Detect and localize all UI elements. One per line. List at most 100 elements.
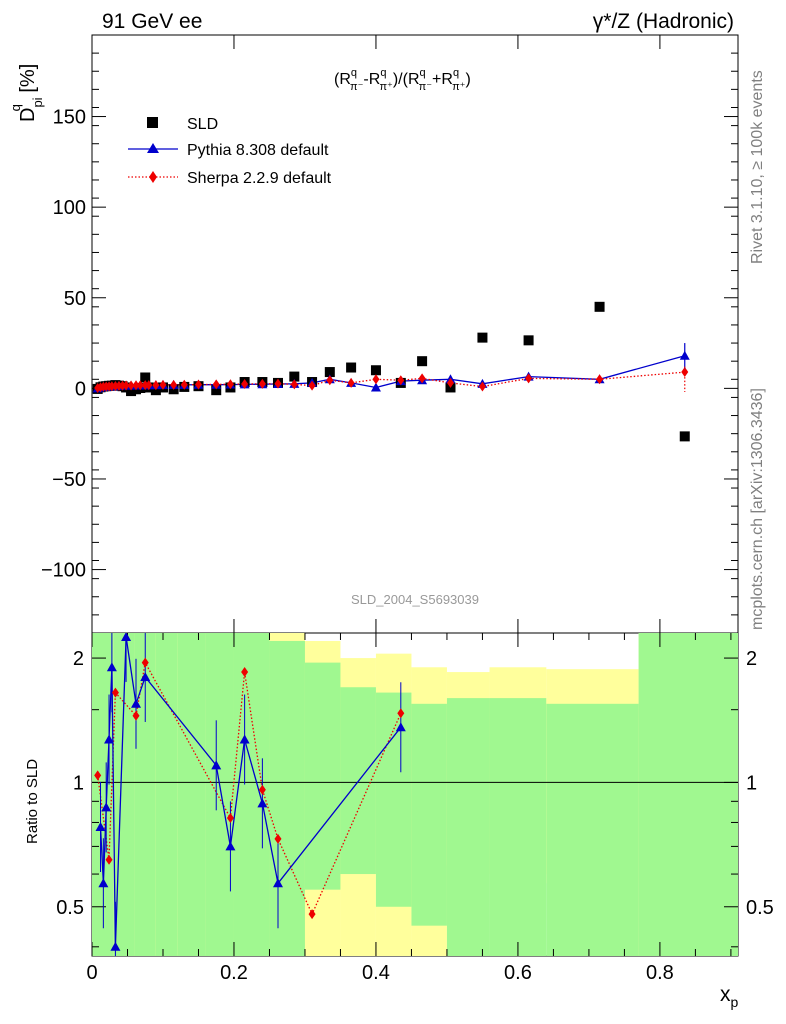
sherpa-point [170, 379, 178, 390]
sherpa-point [159, 379, 167, 390]
legend-sld-label: SLD [187, 116, 218, 133]
ratio-sherpa-point [141, 657, 149, 668]
ratio-x-tick-label: 0 [86, 962, 97, 984]
main-y-tick-label: 100 [53, 197, 86, 219]
ratio-pythia-point [272, 878, 283, 888]
sherpa-point [152, 380, 160, 391]
ratio-pythia-point [104, 734, 115, 744]
ratio-sherpa-point [132, 710, 140, 721]
sherpa-point [274, 378, 282, 389]
ratio-y-tick-label-right: 1 [746, 772, 757, 794]
band-inner [375, 692, 412, 907]
sld-point [594, 301, 605, 312]
ratio-pythia-point [98, 878, 109, 888]
ratio-pythia-point [131, 698, 142, 708]
sld-point [346, 362, 357, 373]
band-inner [134, 633, 156, 956]
ratio-y-tick-label: 0.5 [56, 897, 84, 919]
ratio-pythia-point [106, 662, 117, 672]
sherpa-point [136, 380, 144, 391]
sherpa-point [347, 377, 355, 388]
legend: SLD Pythia 8.308 default Sherpa 2.2.9 de… [128, 116, 332, 187]
sherpa-point [326, 375, 334, 386]
ratio-pythia-point [395, 722, 406, 732]
main-ylabel: Dpiq [%] [8, 64, 45, 122]
sherpa-point [525, 373, 533, 384]
sherpa-point [226, 379, 234, 390]
main-y-tick-label: −50 [52, 469, 86, 491]
sld-point [211, 385, 222, 396]
ratio-x-tick-label: 0.8 [646, 962, 674, 984]
sherpa-point [596, 374, 604, 385]
sherpa-point [141, 380, 149, 391]
sherpa-point [122, 380, 130, 391]
band-inner [113, 633, 135, 956]
sherpa-point [258, 378, 266, 389]
ratio-y-tick-label: 2 [73, 648, 84, 670]
sherpa-point [145, 380, 153, 391]
ratio-x-tick-label: 0.6 [504, 962, 532, 984]
legend-sld-marker [147, 117, 158, 128]
band-inner [489, 698, 547, 956]
ratio-sherpa-point [308, 909, 316, 920]
ratio-pythia-point [225, 841, 236, 851]
sld-point [679, 431, 690, 442]
sherpa-point [372, 374, 380, 385]
legend-pythia-marker [147, 143, 159, 153]
band-inner [638, 633, 738, 956]
sherpa-point [290, 379, 298, 390]
sherpa-point [194, 379, 202, 390]
ratio-pythia-point [140, 671, 151, 681]
sherpa-point [308, 380, 316, 391]
ratio-pythia-point [257, 798, 268, 808]
band-inner [546, 703, 639, 956]
sld-point [370, 365, 381, 376]
main-plot-series [92, 301, 690, 442]
ratio-x-tick-label: 0.2 [220, 962, 248, 984]
ratio-sherpa-point [258, 784, 266, 795]
ratio-series-group [94, 633, 406, 956]
sld-point [289, 371, 300, 382]
ratio-pythia-point [121, 633, 132, 641]
sld-point [523, 335, 534, 346]
legend-sherpa-marker [149, 171, 157, 183]
ratio-pythia-point [110, 941, 121, 951]
sherpa-point [212, 379, 220, 390]
ratio-pythia-point [211, 760, 222, 770]
ratio-y-tick-label-right: 2 [746, 648, 757, 670]
ratio-pythia-point [239, 734, 250, 744]
analysis-id: SLD_2004_S5693039 [351, 592, 479, 607]
ratio-y-tick-label-right: 0.5 [746, 897, 774, 919]
sld-point [477, 332, 488, 343]
band-inner [205, 633, 234, 956]
rivet-label: Rivet 3.1.10, ≥ 100k events [749, 70, 766, 264]
ratio-pythia-point [101, 802, 112, 812]
ratio-y-tick-label: 1 [73, 772, 84, 794]
main-y-tick-label: 0 [75, 378, 86, 400]
band-inner [304, 662, 341, 890]
main-y-tick-label: −100 [41, 560, 86, 582]
band-inner [155, 633, 178, 956]
ratio-sherpa-point [241, 667, 249, 678]
sherpa-point [418, 373, 426, 384]
legend-sherpa-label: Sherpa 2.2.9 default [187, 170, 332, 187]
band-inner [411, 703, 447, 926]
right-title: γ*/Z (Hadronic) [593, 10, 734, 33]
sherpa-point [681, 367, 689, 378]
ratio-sherpa-point [111, 687, 119, 698]
ratio-ylabel: Ratio to SLD [24, 759, 41, 844]
main-y-tick-label: 150 [53, 107, 86, 129]
ratio-plot-ticks: 0.5 0.5 1 1 2 2 0 0.2 0.4 0.6 0.8 [56, 633, 774, 984]
x-axis-label: xp [720, 983, 739, 1010]
main-y-tick-label: 50 [64, 288, 86, 310]
band-inner [269, 640, 305, 956]
ratio-sherpa-point [226, 813, 234, 824]
ratio-plot-series [94, 633, 406, 956]
main-plot-ticks: −100 −50 0 50 100 150 [41, 35, 738, 633]
ratio-sherpa-point [397, 708, 405, 719]
sherpa-point [132, 380, 140, 391]
sherpa-point [397, 375, 405, 386]
sherpa-point [127, 380, 135, 391]
sld-point [417, 356, 428, 367]
